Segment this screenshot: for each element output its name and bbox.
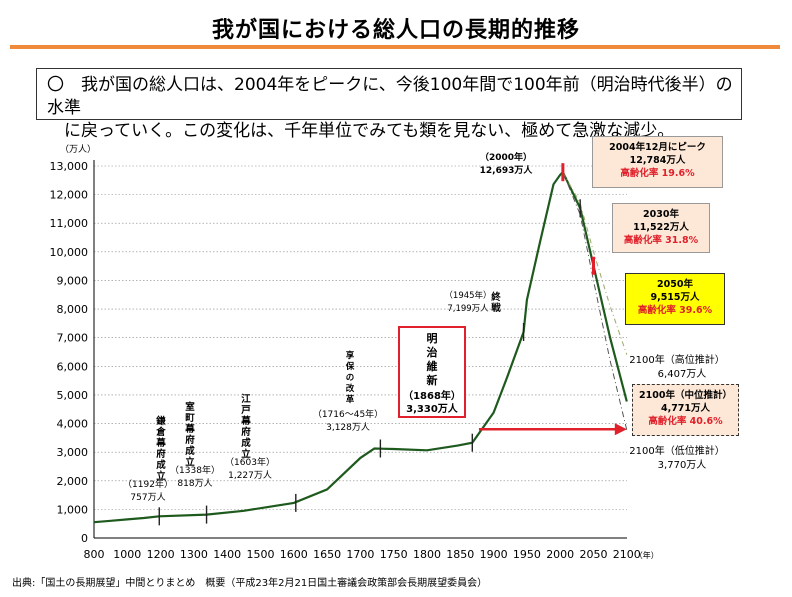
x-tick-label: 1500 <box>247 548 275 561</box>
x-tick-label: 2000 <box>546 548 574 561</box>
high2100-line2: 6,407万人 <box>658 368 707 380</box>
x-tick-label: 1650 <box>313 548 341 561</box>
y2050-callout: 2050年 9,515万人 高齢化率 39.6% <box>625 273 725 325</box>
low2100-line2: 3,770万人 <box>658 459 707 471</box>
mid2100-callout: 2100年（中位推計） 4,771万人 高齢化率 40.6% <box>632 384 739 436</box>
x-tick-label: 1000 <box>113 548 141 561</box>
y2030-callout-line2: 11,522万人 <box>633 222 689 233</box>
peak-callout-line2: 12,784万人 <box>629 155 686 166</box>
x-tick-label: 800 <box>84 548 105 561</box>
y2030-callout-line1: 2030年 <box>643 209 679 220</box>
mid2100-callout-line3: 高齢化率 40.6% <box>648 416 723 427</box>
war-end-year: （1945年） <box>444 290 491 301</box>
series-line-historical <box>93 171 564 524</box>
meiji-callout: 明治維新 （1868年） 3,330万人 <box>398 326 466 418</box>
y-tick-label: 9,000 <box>57 274 89 287</box>
muromachi-value: 818万人 <box>177 478 212 489</box>
meiji-level-arrow-head <box>614 423 627 436</box>
y-tick-label: 12,000 <box>50 189 89 202</box>
peak-callout-line3: 高齢化率 19.6% <box>620 168 695 179</box>
page-title: 我が国における総人口の長期的推移 <box>211 18 580 43</box>
peak-callout-line1: 2004年12月にピーク <box>609 142 706 153</box>
x-tick-label: 1200 <box>147 548 175 561</box>
peak-callout: 2004年12月にピーク 12,784万人 高齢化率 19.6% <box>592 136 723 188</box>
mid2100-callout-line2: 4,771万人 <box>660 403 711 414</box>
kamakura-label: 鎌倉幕府成立 <box>155 415 166 482</box>
y-tick-label: 4,000 <box>57 418 89 431</box>
y-tick-label: 6,000 <box>57 360 89 373</box>
edo-year: （1603年） <box>225 456 275 468</box>
y-tick-label: 1,000 <box>57 503 89 516</box>
edo-value: 1,227万人 <box>228 470 272 481</box>
y-tick-label: 3,000 <box>57 446 89 459</box>
series-line-projection_low <box>562 172 628 431</box>
kamakura-value: 757万人 <box>130 492 165 503</box>
x-tick-label: 1750 <box>380 548 408 561</box>
meiji-value: 3,330万人 <box>406 404 458 415</box>
y-unit-label: （万人） <box>60 144 96 155</box>
series-line-projection_high <box>562 171 628 355</box>
y-tick-label: 7,000 <box>57 332 89 345</box>
war-end-label: 終戦 <box>491 291 501 314</box>
annotation-labels: 鎌倉幕府成立（1192年） 757万人 室町幕府成立（1338年） 818万人 江戸幕府… <box>123 151 725 503</box>
muromachi-year: （1338年） <box>170 464 220 476</box>
low2100-line1: 2100年（低位推計） <box>629 444 724 457</box>
edo-label: 江戸幕府成立 <box>240 393 251 460</box>
y2030-callout: 2030年 11,522万人 高齢化率 31.8% <box>612 203 710 253</box>
x-tick-label: 1400 <box>213 548 241 561</box>
meiji-label: 明治維新 <box>426 332 438 387</box>
y2030-callout-line3: 高齢化率 31.8% <box>623 235 699 246</box>
grid-lines <box>94 165 627 510</box>
y-tick-label: 0 <box>81 532 88 545</box>
x-tick-label: 1700 <box>346 548 374 561</box>
high2100-line1: 2100年（高位推計） <box>629 353 724 366</box>
x-tick-label: 1950 <box>513 548 541 561</box>
event-markers <box>158 163 627 526</box>
y2050-callout-line1: 2050年 <box>657 279 693 290</box>
summary-box: 〇 我が国の総人口は、2004年をピークに、今後100年間で100年前（明治時代… <box>36 68 742 141</box>
y-tick-label: 8,000 <box>57 303 89 316</box>
y2050-callout-line2: 9,515万人 <box>650 292 700 303</box>
y2000-year: （2000年） <box>480 151 532 163</box>
x-tick-label: 2050 <box>580 548 608 561</box>
y-axis: 0 1,000 2,000 3,000 4,000 5,000 6,000 7,000 8,00… <box>50 144 97 545</box>
x-tick-label: 1850 <box>446 548 474 561</box>
summary-line-1: 〇 我が国の総人口は、2004年をピークに、今後100年間で100年前（明治時代… <box>47 75 733 118</box>
war-end-value: 7,199万人 <box>447 304 489 314</box>
x-tick-label: 2100 <box>613 548 641 561</box>
y-tick-label: 11,000 <box>50 217 89 230</box>
kyoho-label: 享保の改革 <box>345 350 355 405</box>
meiji-year: （1868年） <box>403 391 461 402</box>
x-tick-label: 1600 <box>280 548 308 561</box>
y-tick-label: 2,000 <box>57 475 89 488</box>
x-unit-label: （年） <box>635 550 659 560</box>
x-axis: 800 1000 1200 1300 1400 1500 1600 1650 1700 1750 1… <box>84 537 659 561</box>
mid2100-callout-line1: 2100年（中位推計） <box>639 390 732 401</box>
kyoho-value: 3,128万人 <box>326 422 370 433</box>
muromachi-label: 室町幕府成立 <box>184 401 195 468</box>
kyoho-year: （1716～45年） <box>313 408 383 420</box>
summary-line-2: に戻っていく。この変化は、千年単位でみても類を見ない、極めて急激な減少。 <box>47 121 675 141</box>
y2050-callout-line3: 高齢化率 39.6% <box>637 305 713 316</box>
title-underline <box>10 45 780 49</box>
x-tick-label: 1800 <box>413 548 441 561</box>
x-tick-label: 1300 <box>180 548 208 561</box>
source-note: 出典:「国土の長期展望」中間とりまとめ 概要（平成23年2月21日国土審議会政策… <box>12 578 488 589</box>
kamakura-year: （1192年） <box>123 478 173 490</box>
y-tick-label: 13,000 <box>50 160 89 173</box>
y-tick-label: 10,000 <box>50 246 89 259</box>
x-tick-label: 1900 <box>480 548 508 561</box>
y2000-value: 12,693万人 <box>480 164 534 176</box>
y-tick-label: 5,000 <box>57 389 89 402</box>
